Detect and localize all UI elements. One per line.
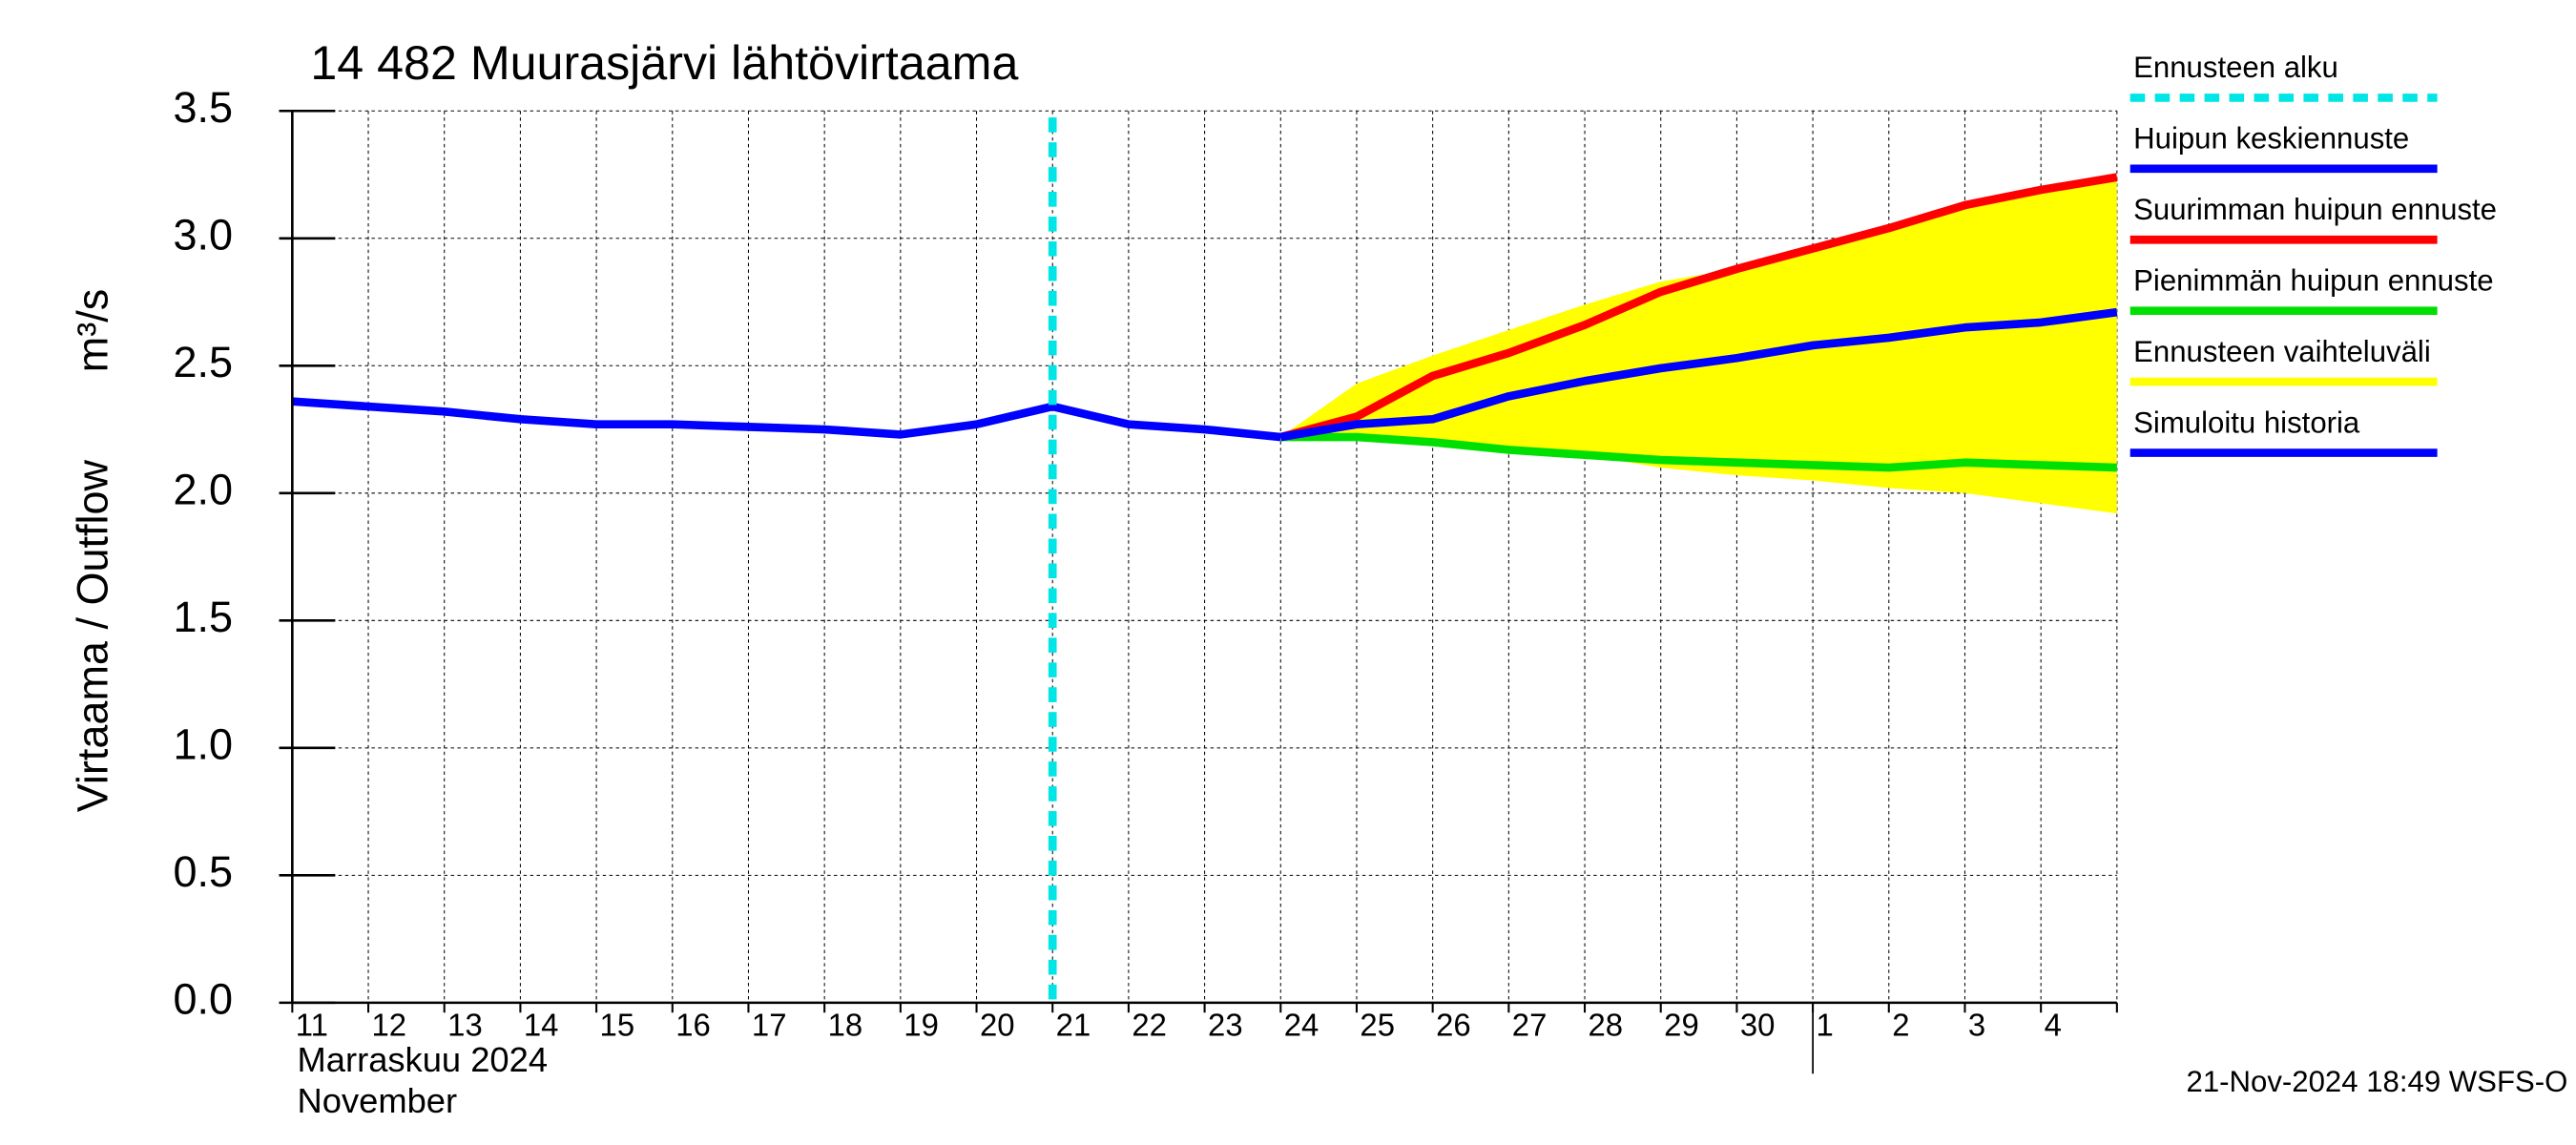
legend-label: Ennusteen vaihteluväli bbox=[2133, 335, 2431, 368]
series-line bbox=[292, 397, 1281, 442]
x-tick-label: 15 bbox=[600, 1008, 635, 1043]
x-tick-label: 27 bbox=[1512, 1008, 1548, 1043]
y-tick-label: 3.0 bbox=[173, 211, 233, 260]
x-tick-label: 19 bbox=[904, 1008, 939, 1043]
y-tick-label: 3.5 bbox=[173, 83, 233, 132]
y-axis-unit: m³/s bbox=[68, 289, 116, 372]
series-line bbox=[1279, 173, 2118, 442]
timestamp: 21-Nov-2024 18:49 WSFS-O bbox=[2187, 1065, 2568, 1098]
x-tick-label: 4 bbox=[2045, 1008, 2062, 1043]
x-tick-label: 2 bbox=[1892, 1008, 1909, 1043]
x-tick-label: 25 bbox=[1360, 1008, 1395, 1043]
x-tick-label: 16 bbox=[675, 1008, 711, 1043]
y-tick-label: 2.0 bbox=[173, 466, 233, 514]
legend-label: Simuloitu historia bbox=[2133, 406, 2360, 439]
x-tick-label: 23 bbox=[1208, 1008, 1243, 1043]
x-tick-label: 14 bbox=[524, 1008, 559, 1043]
x-tick-label: 30 bbox=[1740, 1008, 1776, 1043]
legend-label: Suurimman huipun ennuste bbox=[2133, 193, 2497, 226]
y-tick-label: 1.0 bbox=[173, 720, 233, 769]
y-axis-label: Virtaama / Outflow bbox=[68, 459, 116, 812]
y-tick-label: 0.5 bbox=[173, 847, 233, 896]
x-tick-label: 24 bbox=[1284, 1008, 1319, 1043]
month-label: Marraskuu 2024 bbox=[298, 1040, 549, 1079]
legend-label: Pienimmän huipun ennuste bbox=[2133, 263, 2493, 297]
x-tick-label: 18 bbox=[828, 1008, 863, 1043]
x-tick-label: 26 bbox=[1436, 1008, 1471, 1043]
y-tick-label: 1.5 bbox=[173, 593, 233, 641]
x-tick-label: 13 bbox=[447, 1008, 483, 1043]
x-tick-label: 1 bbox=[1817, 1008, 1834, 1043]
x-tick-label: 12 bbox=[371, 1008, 406, 1043]
x-tick-label: 22 bbox=[1132, 1008, 1167, 1043]
x-tick-label: 11 bbox=[296, 1008, 328, 1043]
x-tick-label: 29 bbox=[1664, 1008, 1699, 1043]
x-tick-label: 20 bbox=[980, 1008, 1015, 1043]
x-tick-label: 21 bbox=[1056, 1008, 1091, 1043]
legend-label: Huipun keskiennuste bbox=[2133, 122, 2409, 156]
chart-title: 14 482 Muurasjärvi lähtövirtaama bbox=[310, 36, 1018, 90]
y-tick-label: 2.5 bbox=[173, 338, 233, 386]
legend-label: Ennusteen alku bbox=[2133, 51, 2338, 84]
x-tick-label: 17 bbox=[752, 1008, 787, 1043]
forecast-range bbox=[1280, 177, 2117, 514]
x-tick-label: 3 bbox=[1968, 1008, 1985, 1043]
series-line bbox=[1280, 432, 2117, 472]
x-tick-label: 28 bbox=[1588, 1008, 1623, 1043]
series-line bbox=[1279, 307, 2118, 442]
month-label-en: November bbox=[298, 1081, 458, 1120]
y-tick-label: 0.0 bbox=[173, 975, 233, 1024]
